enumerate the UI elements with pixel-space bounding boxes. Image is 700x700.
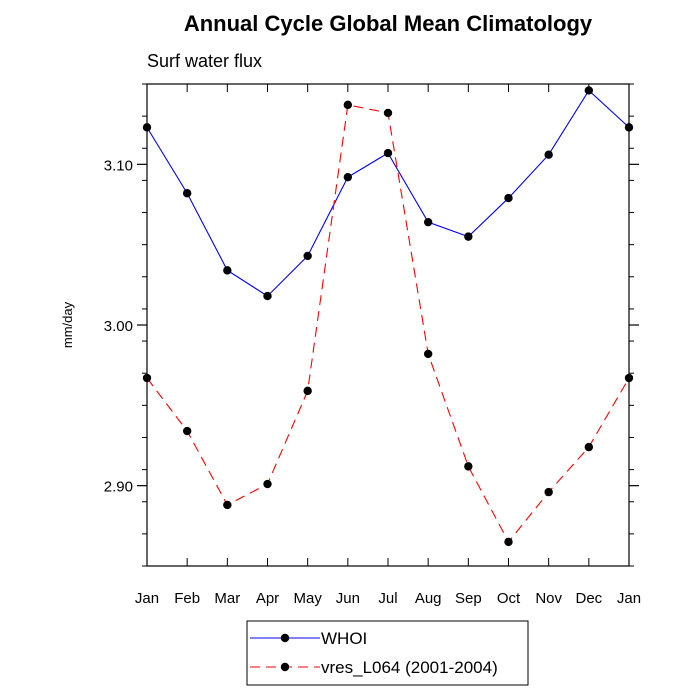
chart-title: Annual Cycle Global Mean Climatology — [184, 11, 593, 36]
data-point — [504, 193, 513, 203]
data-point — [584, 442, 594, 452]
series-1 — [142, 100, 634, 547]
chart-subtitle: Surf water flux — [147, 51, 262, 71]
legend-label: vres_L064 (2001-2004) — [321, 658, 498, 677]
data-point — [223, 500, 232, 510]
data-point — [464, 462, 473, 471]
data-point — [303, 386, 312, 396]
series-line — [146, 89, 630, 297]
data-point — [464, 232, 473, 241]
y-axis-label: mm/day — [60, 301, 75, 348]
x-tick-label: Jan — [617, 590, 641, 607]
data-point — [263, 479, 272, 489]
x-tick-label: Jun — [336, 590, 360, 607]
data-point — [343, 172, 353, 182]
data-point — [423, 217, 433, 227]
x-tick-label: Jul — [378, 590, 397, 607]
x-tick-label: Sep — [455, 590, 482, 607]
y-tick-label: 2.90 — [104, 479, 133, 496]
legend-item: WHOI — [250, 629, 367, 648]
x-tick-label: Aug — [415, 590, 442, 607]
data-point — [544, 150, 553, 159]
x-tick-label: Jan — [135, 590, 159, 607]
series-layer — [142, 86, 634, 547]
legend-box — [246, 620, 529, 686]
data-point — [383, 148, 393, 158]
x-tick-label: Mar — [214, 590, 240, 607]
data-point — [544, 487, 553, 497]
data-point — [504, 537, 513, 547]
data-point — [584, 86, 594, 95]
data-point — [343, 100, 353, 110]
series-0 — [142, 86, 634, 301]
legend-item: vres_L064 (2001-2004) — [250, 658, 498, 677]
x-tick-label: Nov — [535, 590, 562, 607]
data-point — [303, 251, 312, 261]
x-tick-label: Apr — [256, 590, 279, 607]
data-point — [223, 266, 232, 275]
legend: WHOI vres_L064 (2001-2004) — [246, 620, 529, 686]
y-tick-label: 3.10 — [104, 157, 133, 174]
legend-marker — [280, 662, 290, 672]
x-tick-label: Dec — [575, 590, 602, 607]
plot-frame — [146, 83, 630, 567]
x-tick-labels: Jan Feb Mar Apr May Jun Jul Aug Sep Oct Nov Dec Jan — [135, 590, 641, 607]
data-point — [182, 426, 192, 436]
data-point — [423, 349, 433, 359]
y-tick-label: 3.00 — [104, 318, 133, 335]
y-tick-labels: 2.90 3.00 3.10 — [104, 157, 133, 495]
legend-marker — [280, 633, 290, 643]
x-tick-label: Oct — [497, 590, 521, 607]
legend-label: WHOI — [321, 629, 367, 648]
legend-items: WHOI vres_L064 (2001-2004) — [250, 629, 498, 677]
x-tick-label: Feb — [174, 590, 200, 607]
x-tick-label: May — [293, 590, 322, 607]
series-line — [146, 104, 630, 543]
data-point — [383, 108, 393, 118]
data-point — [182, 189, 192, 198]
data-point — [263, 291, 272, 301]
